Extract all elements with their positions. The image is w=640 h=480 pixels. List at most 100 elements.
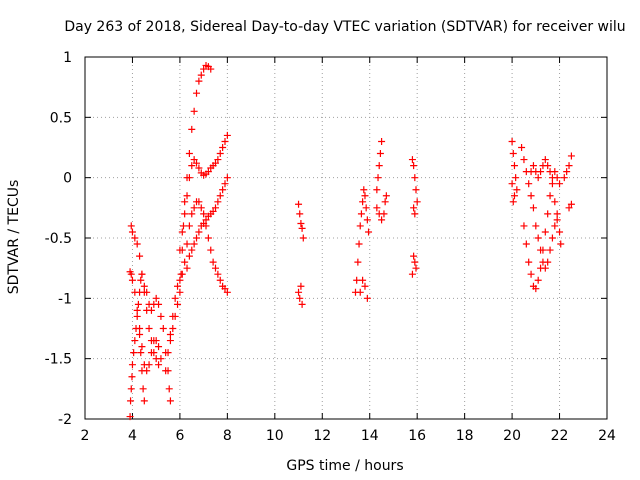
data-point	[200, 210, 208, 218]
data-point	[412, 186, 420, 194]
data-point	[136, 331, 144, 339]
data-point	[223, 288, 231, 296]
data-point	[216, 276, 224, 284]
data-point	[166, 331, 174, 339]
data-point	[209, 258, 217, 266]
data-point	[527, 192, 535, 200]
data-point	[522, 240, 530, 248]
data-point	[212, 264, 219, 272]
data-point	[544, 258, 552, 266]
data-point	[200, 220, 208, 228]
data-point	[299, 234, 307, 242]
grid	[85, 57, 607, 419]
data-point	[183, 240, 191, 248]
data-point	[137, 349, 145, 357]
y-tick-label: -0.5	[45, 231, 72, 247]
data-point	[190, 240, 198, 248]
x-tick-label: 14	[361, 428, 379, 444]
data-point	[127, 270, 135, 278]
data-point	[195, 228, 203, 236]
data-point	[546, 192, 554, 200]
x-tick-label: 16	[408, 428, 426, 444]
data-point	[410, 252, 418, 260]
data-point	[136, 252, 144, 260]
data-point	[509, 198, 517, 206]
axis-ticks: 2 4 6 8 10 12 14 16 18 20 22 24-2-1.5-1-0.500.51	[45, 50, 616, 444]
data-point	[410, 204, 418, 212]
data-point	[296, 294, 304, 302]
data-point	[411, 258, 419, 266]
data-point	[181, 210, 189, 218]
data-point	[200, 65, 208, 73]
data-point	[214, 198, 222, 206]
data-point	[188, 162, 196, 170]
data-point	[512, 174, 520, 182]
data-point	[188, 125, 196, 133]
y-tick-label: -1.5	[45, 352, 72, 368]
series-arc-14	[508, 137, 521, 206]
data-point	[207, 246, 215, 254]
data-point	[190, 107, 198, 115]
data-point	[378, 216, 386, 224]
data-point	[133, 306, 141, 314]
data-point	[179, 222, 187, 230]
data-point	[221, 285, 229, 293]
data-point	[193, 159, 201, 167]
data-point	[376, 150, 384, 158]
data-point	[551, 222, 559, 230]
data-point	[137, 276, 145, 284]
data-point	[176, 288, 184, 296]
y-tick-label: -2	[58, 412, 72, 428]
data-point	[145, 361, 153, 369]
data-point	[143, 288, 151, 296]
data-point	[378, 137, 386, 145]
data-point	[382, 192, 390, 200]
x-tick-label: 22	[551, 428, 569, 444]
data-point	[375, 162, 383, 170]
data-point	[565, 162, 573, 170]
data-point	[207, 65, 215, 73]
data-point	[197, 204, 205, 212]
data-point	[534, 276, 542, 284]
data-point	[221, 180, 229, 188]
series-arc-15	[518, 144, 561, 272]
data-point	[359, 198, 367, 206]
data-point	[374, 174, 382, 182]
y-axis-title: SDTVAR / TECUs	[6, 180, 22, 295]
series-arc-18	[560, 152, 575, 212]
data-point	[556, 180, 564, 188]
data-point	[128, 361, 136, 369]
data-point	[413, 198, 421, 206]
data-point	[295, 200, 303, 208]
data-point	[209, 207, 217, 215]
x-axis-title: GPS time / hours	[286, 458, 403, 474]
x-tick-label: 10	[266, 428, 284, 444]
data-point	[221, 137, 229, 145]
data-point	[354, 258, 362, 266]
series-arc-02	[126, 268, 163, 375]
data-point	[145, 325, 153, 332]
data-point	[128, 276, 136, 284]
data-point	[411, 210, 419, 218]
data-point	[133, 240, 141, 248]
data-point	[147, 306, 155, 314]
data-point	[185, 222, 193, 230]
series-arc-08	[176, 131, 231, 254]
data-point	[544, 162, 552, 170]
data-point	[131, 234, 139, 242]
y-tick-label: 1	[63, 50, 72, 66]
data-point	[127, 222, 135, 230]
data-point	[381, 198, 389, 206]
data-point	[193, 234, 201, 242]
data-point	[553, 210, 561, 218]
data-point	[214, 156, 222, 164]
data-point	[219, 144, 227, 151]
data-point	[166, 397, 174, 405]
data-point	[185, 174, 193, 182]
x-tick-label: 2	[81, 428, 90, 444]
data-point	[359, 276, 367, 284]
series-arc-01	[126, 270, 146, 421]
data-point	[532, 222, 540, 230]
data-point	[297, 282, 305, 290]
data-point	[127, 385, 135, 393]
